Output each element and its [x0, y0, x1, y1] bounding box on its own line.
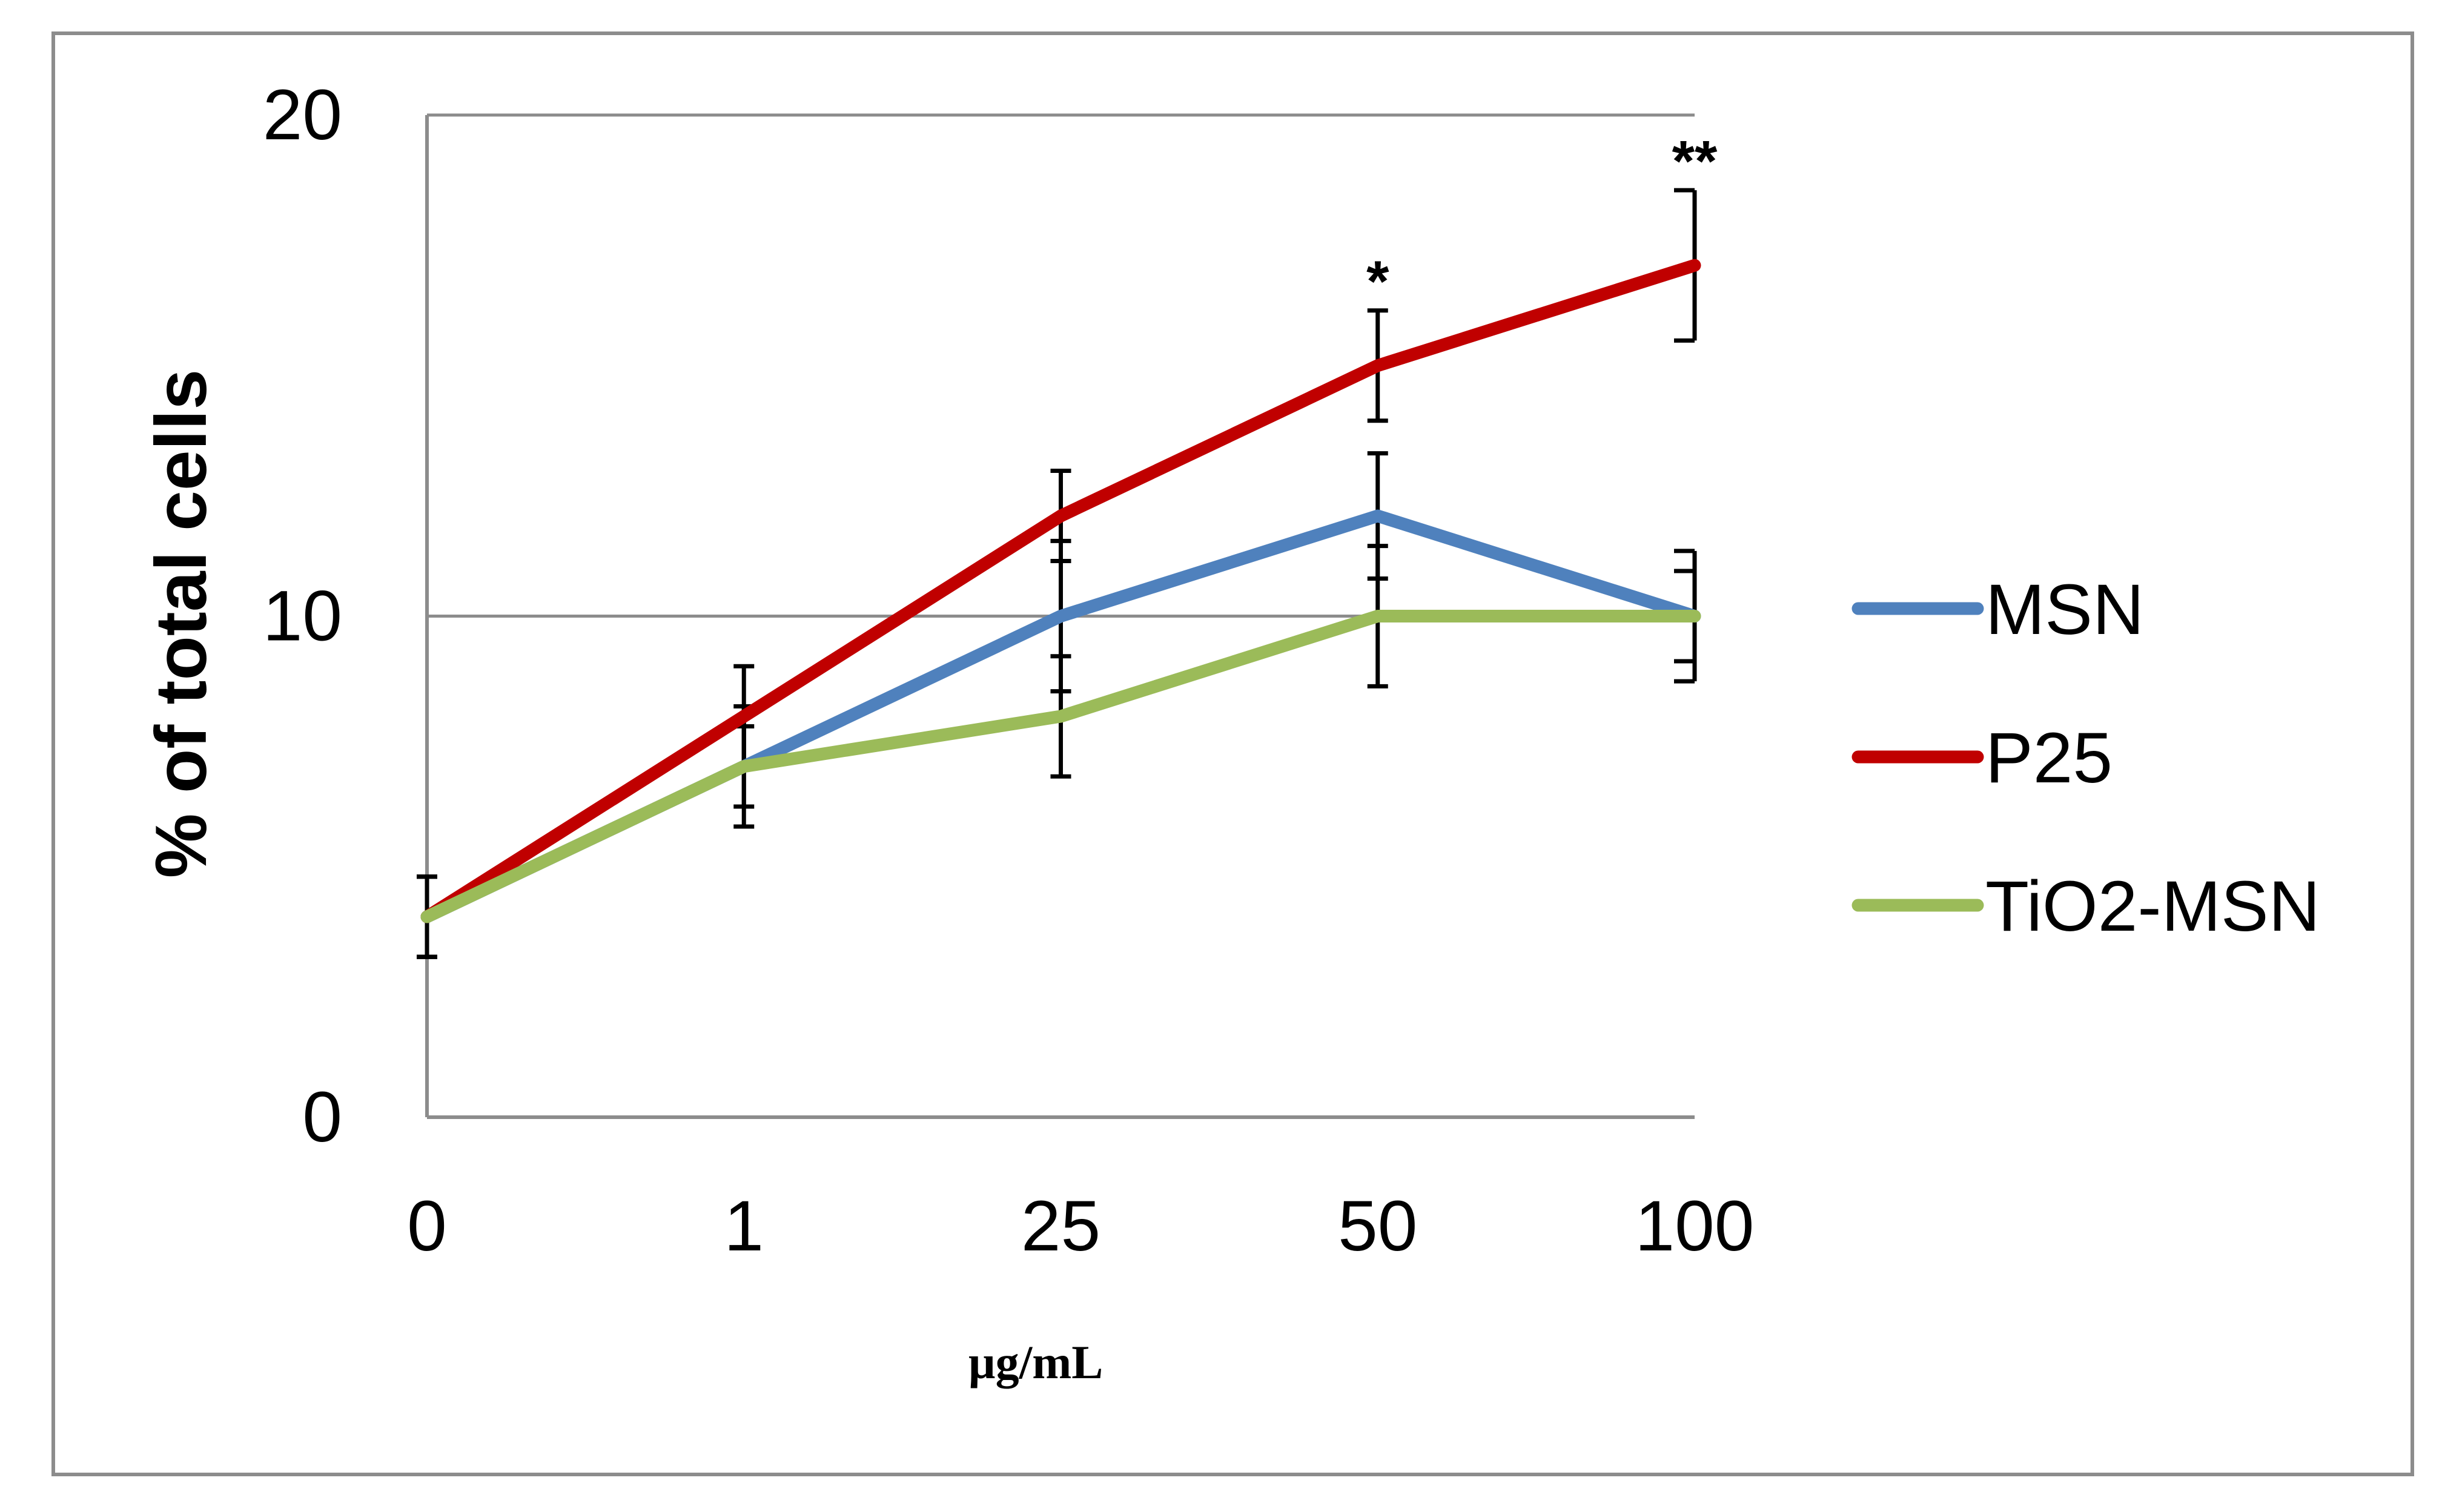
x-tick-label: 0 — [407, 1186, 447, 1266]
chart-frame — [51, 31, 2414, 1476]
significance-annotations: *** — [1366, 129, 1718, 314]
x-axis-label: µg/mL — [968, 1336, 1104, 1388]
legend-item-msn: MSN — [1851, 570, 2144, 650]
legend-item-p25: P25 — [1851, 718, 2113, 798]
series-line-tio2-msn — [420, 610, 1701, 923]
legend: MSN P25 TiO2-MSN — [1851, 570, 2320, 946]
legend-label: P25 — [1985, 718, 2113, 798]
legend-label: TiO2-MSN — [1985, 867, 2320, 946]
x-tick-label: 25 — [1021, 1186, 1100, 1266]
y-tick-label: 10 — [263, 576, 342, 656]
y-tick-label: 0 — [302, 1077, 342, 1157]
series-lines — [420, 259, 1701, 923]
significance-marker: ** — [1672, 129, 1718, 194]
legend-label: MSN — [1985, 570, 2144, 650]
series-line-p25 — [420, 259, 1701, 923]
x-tick-label: 100 — [1635, 1186, 1755, 1266]
x-tick-labels: 0 1 25 50 100 — [407, 1186, 1754, 1266]
y-tick-labels: 0 10 20 — [263, 75, 342, 1157]
significance-marker: * — [1366, 249, 1389, 314]
y-tick-label: 20 — [263, 75, 342, 155]
legend-item-tio2-msn: TiO2-MSN — [1851, 867, 2320, 946]
x-tick-label: 50 — [1338, 1186, 1417, 1266]
y-axis-label: % of total cells — [141, 369, 222, 878]
x-tick-label: 1 — [724, 1186, 764, 1266]
